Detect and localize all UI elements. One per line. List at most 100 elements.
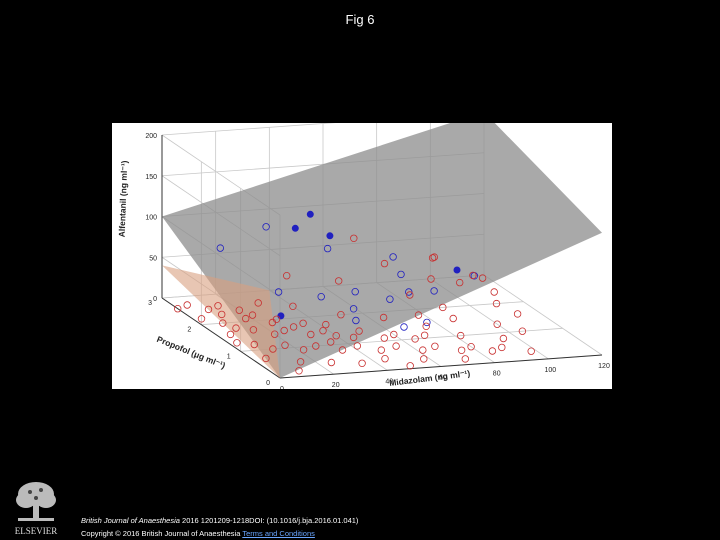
x-tick-label: 100: [544, 367, 556, 374]
chart-panel: 0204060801001200123050100150200 Alfentan…: [112, 123, 612, 389]
data-point: [380, 259, 389, 268]
data-point: [467, 342, 475, 351]
data-point: [358, 359, 366, 367]
data-point: [250, 340, 258, 349]
data-point: [449, 314, 457, 323]
data-point: [322, 320, 330, 329]
citation-line: British Journal of Anaesthesia 2016 1201…: [81, 516, 358, 525]
tick-labels: 0204060801001200123050100150200: [145, 133, 610, 389]
data-point: [337, 310, 345, 319]
data-point: [248, 311, 257, 319]
data-point: [349, 333, 358, 342]
data-point: [492, 299, 501, 308]
x-axis-label: Midazolam (ng ml⁻¹): [389, 368, 471, 388]
data-point: [351, 287, 359, 296]
data-point: [274, 288, 283, 296]
page-title: Fig 6: [345, 12, 375, 27]
y-tick-label: 0: [266, 380, 270, 387]
data-point: [386, 295, 394, 303]
data-point: [353, 342, 361, 350]
terms-link[interactable]: Terms and Conditions: [242, 529, 315, 538]
z-tick-label: 150: [145, 174, 157, 181]
data-point: [457, 331, 465, 340]
data-point: [216, 244, 224, 252]
copyright-text: Copyright © 2016 British Journal of Anae…: [81, 529, 243, 538]
z-axis-label: Alfentanil (ng ml⁻¹): [117, 160, 130, 237]
y-axis-line: [161, 297, 281, 379]
data-point: [350, 234, 358, 242]
data-point: [419, 346, 427, 354]
data-point: [406, 291, 414, 299]
data-point: [379, 313, 388, 322]
data-point: [390, 330, 398, 339]
x-axis-line: [279, 354, 603, 379]
elsevier-logo: ELSEVIER: [6, 478, 66, 538]
citation-text: 2016 1201209-1218DOI: (10.1016/j.bja.201…: [179, 516, 359, 525]
data-point: [235, 306, 243, 314]
fit-plane-gray: [162, 123, 602, 378]
x-tick-label: 60: [439, 375, 447, 382]
data-point: [518, 327, 527, 335]
z-tick-label: 50: [149, 255, 157, 262]
data-point: [241, 314, 250, 323]
data-points: [173, 210, 535, 375]
data-point: [488, 347, 497, 355]
data-point: [411, 335, 419, 343]
data-point: [217, 310, 226, 319]
data-point: [439, 303, 447, 312]
data-point: [405, 288, 413, 296]
data-point: [295, 367, 303, 375]
data-point: [469, 271, 477, 280]
data-point: [323, 244, 332, 253]
data-point: [422, 322, 430, 330]
data-point: [219, 319, 227, 327]
data-point: [349, 305, 358, 313]
data-point: [461, 355, 469, 363]
data-point: [232, 324, 240, 332]
data-point: [307, 330, 315, 339]
data-point: [270, 330, 279, 338]
data-point: [282, 271, 291, 280]
data-point: [254, 299, 262, 307]
data-point: [389, 253, 397, 261]
data-point: [352, 316, 360, 325]
data-point: [319, 326, 327, 335]
data-point-filled: [453, 266, 461, 274]
data-point: [513, 310, 522, 318]
chart-3d-scatter: 0204060801001200123050100150200 Alfentan…: [117, 123, 610, 389]
data-point: [400, 323, 408, 331]
data-point: [262, 354, 270, 363]
journal-name: British Journal of Anaesthesia: [81, 516, 180, 525]
data-point: [272, 315, 281, 323]
z-tick-label: 200: [145, 133, 157, 140]
data-point: [493, 320, 501, 328]
data-point: [427, 275, 435, 283]
data-point: [392, 342, 400, 350]
data-point: [226, 330, 235, 339]
y-axis-label: Propofol (μg ml⁻¹): [155, 334, 227, 371]
data-point: [490, 288, 498, 296]
data-point: [423, 318, 431, 327]
floor-grid-x: [483, 274, 603, 356]
z-tick-label: 0: [153, 296, 157, 303]
data-point: [420, 355, 428, 363]
data-point: [183, 301, 191, 309]
data-point: [173, 304, 182, 313]
data-point: [197, 315, 206, 323]
data-point: [377, 346, 385, 354]
data-point: [338, 346, 347, 354]
data-point: [327, 358, 336, 367]
x-tick-label: 20: [332, 382, 340, 389]
data-point: [431, 342, 439, 350]
data-point-filled: [306, 210, 314, 218]
data-point: [249, 326, 258, 334]
data-point: [281, 341, 289, 349]
data-point: [414, 311, 423, 319]
y-tick-label: 3: [148, 300, 152, 307]
data-point: [317, 292, 325, 301]
data-point: [269, 345, 277, 353]
y-tick-label: 1: [227, 353, 231, 360]
data-point: [280, 326, 288, 335]
data-point: [204, 305, 213, 314]
data-point: [262, 223, 270, 231]
